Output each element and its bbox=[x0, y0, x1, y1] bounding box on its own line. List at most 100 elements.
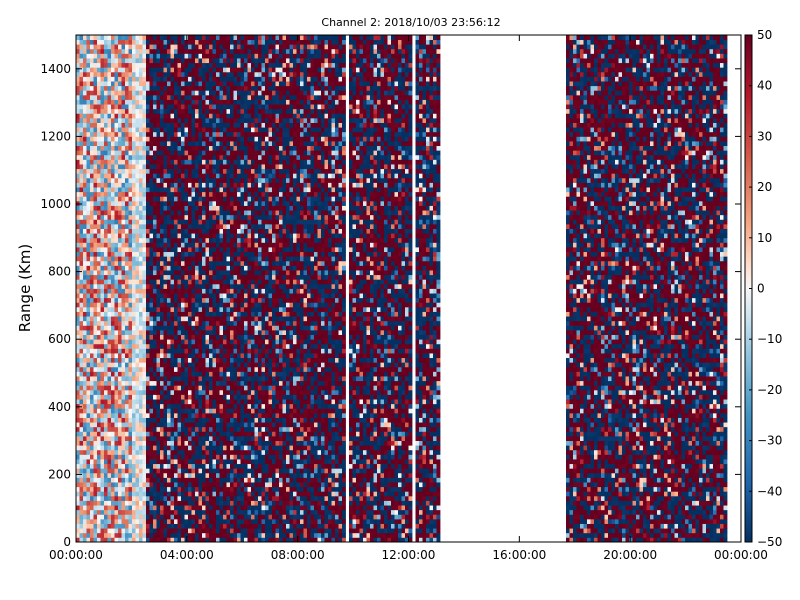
heatmap-cell bbox=[195, 394, 199, 400]
heatmap-cell bbox=[191, 113, 196, 119]
heatmap-cell bbox=[100, 127, 105, 133]
heatmap-cell bbox=[198, 168, 203, 174]
heatmap-cell bbox=[111, 518, 115, 524]
heatmap-cell bbox=[195, 514, 199, 520]
heatmap-cell bbox=[79, 85, 84, 91]
heatmap-cell bbox=[230, 320, 234, 326]
heatmap-cell bbox=[202, 168, 206, 174]
heatmap-cell bbox=[125, 168, 129, 174]
heatmap-cell bbox=[121, 477, 126, 483]
heatmap-cell bbox=[191, 145, 196, 151]
heatmap-cell bbox=[125, 164, 129, 170]
heatmap-cell bbox=[230, 228, 234, 234]
heatmap-cell bbox=[142, 403, 147, 409]
heatmap-cell bbox=[223, 417, 227, 423]
heatmap-column bbox=[160, 35, 164, 543]
heatmap-cell bbox=[153, 482, 157, 488]
heatmap-cell bbox=[128, 274, 133, 280]
heatmap-cell bbox=[212, 247, 217, 253]
heatmap-cell bbox=[177, 320, 182, 326]
heatmap-cell bbox=[142, 141, 147, 147]
heatmap-cell bbox=[135, 435, 140, 441]
heatmap-cell bbox=[209, 182, 213, 188]
heatmap-cell bbox=[170, 486, 175, 492]
heatmap-cell bbox=[191, 62, 196, 68]
heatmap-cell bbox=[174, 491, 178, 497]
heatmap-cell bbox=[167, 403, 171, 409]
heatmap-cell bbox=[230, 509, 234, 515]
heatmap-cell bbox=[118, 399, 122, 405]
heatmap-cell bbox=[156, 279, 161, 285]
heatmap-cell bbox=[139, 242, 143, 248]
heatmap-cell bbox=[86, 219, 91, 225]
heatmap-cell bbox=[195, 376, 199, 382]
heatmap-cell bbox=[170, 71, 175, 77]
heatmap-cell bbox=[90, 76, 94, 82]
heatmap-cell bbox=[156, 449, 161, 455]
heatmap-cell bbox=[139, 412, 143, 418]
heatmap-cell bbox=[114, 385, 119, 391]
heatmap-cell bbox=[156, 403, 161, 409]
heatmap-cell bbox=[93, 274, 98, 280]
heatmap-cell bbox=[188, 141, 192, 147]
heatmap-cell bbox=[226, 196, 231, 202]
heatmap-cell bbox=[191, 35, 196, 41]
heatmap-cell bbox=[149, 242, 154, 248]
heatmap-cell bbox=[97, 260, 101, 266]
heatmap-cell bbox=[146, 518, 150, 524]
heatmap-cell bbox=[191, 399, 196, 405]
heatmap-cell bbox=[212, 39, 217, 45]
heatmap-cell bbox=[177, 44, 182, 50]
heatmap-cell bbox=[160, 164, 164, 170]
heatmap-cell bbox=[142, 210, 147, 216]
heatmap-cell bbox=[86, 265, 91, 271]
heatmap-cell bbox=[132, 53, 136, 59]
heatmap-cell bbox=[223, 320, 227, 326]
heatmap-cell bbox=[83, 260, 87, 266]
heatmap-cell bbox=[188, 214, 192, 220]
heatmap-cell bbox=[100, 403, 105, 409]
heatmap-cell bbox=[149, 154, 154, 160]
heatmap-cell bbox=[223, 408, 227, 414]
heatmap-cell bbox=[209, 279, 213, 285]
heatmap-cell bbox=[230, 302, 234, 308]
heatmap-cell bbox=[226, 302, 231, 308]
heatmap-cell bbox=[142, 127, 147, 133]
heatmap-cell bbox=[195, 477, 199, 483]
heatmap-cell bbox=[212, 154, 217, 160]
heatmap-cell bbox=[107, 325, 112, 331]
heatmap-cell bbox=[216, 325, 220, 331]
heatmap-cell bbox=[76, 408, 80, 414]
heatmap-cell bbox=[226, 127, 231, 133]
heatmap-cell bbox=[223, 173, 227, 179]
heatmap-cell bbox=[198, 463, 203, 469]
heatmap-cell bbox=[205, 104, 210, 110]
heatmap-cell bbox=[163, 468, 168, 474]
heatmap-cell bbox=[188, 431, 192, 437]
heatmap-cell bbox=[223, 260, 227, 266]
heatmap-cell bbox=[139, 191, 143, 197]
heatmap-cell bbox=[188, 168, 192, 174]
heatmap-cell bbox=[177, 334, 182, 340]
heatmap-cell bbox=[79, 200, 84, 206]
heatmap-cell bbox=[195, 131, 199, 137]
heatmap-cell bbox=[223, 251, 227, 257]
heatmap-cell bbox=[209, 67, 213, 73]
heatmap-cell bbox=[174, 145, 178, 151]
heatmap-cell bbox=[160, 127, 164, 133]
heatmap-cell bbox=[125, 191, 129, 197]
heatmap-cell bbox=[167, 482, 171, 488]
heatmap-cell bbox=[177, 265, 182, 271]
heatmap-cell bbox=[139, 237, 143, 243]
heatmap-cell bbox=[76, 283, 80, 289]
heatmap-cell bbox=[188, 329, 192, 335]
heatmap-cell bbox=[93, 500, 98, 506]
heatmap-cell bbox=[76, 196, 80, 202]
heatmap-cell bbox=[177, 173, 182, 179]
heatmap-cell bbox=[135, 459, 140, 465]
heatmap-cell bbox=[135, 260, 140, 266]
heatmap-cell bbox=[160, 122, 164, 128]
heatmap-cell bbox=[170, 150, 175, 156]
heatmap-cell bbox=[216, 99, 220, 105]
heatmap-cell bbox=[86, 159, 91, 165]
